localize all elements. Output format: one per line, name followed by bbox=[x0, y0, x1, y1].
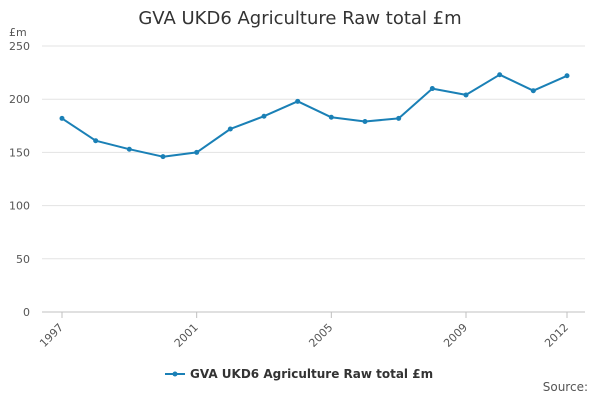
data-point[interactable] bbox=[564, 73, 570, 79]
x-tick-label: 2001 bbox=[172, 321, 201, 350]
y-tick-label: 100 bbox=[9, 200, 30, 213]
data-point[interactable] bbox=[362, 119, 368, 125]
data-point[interactable] bbox=[328, 114, 334, 120]
chart-title: GVA UKD6 Agriculture Raw total £m bbox=[138, 8, 462, 29]
data-point[interactable] bbox=[93, 138, 99, 144]
legend-label: GVA UKD6 Agriculture Raw total £m bbox=[190, 367, 433, 381]
series-group bbox=[59, 72, 570, 160]
data-point[interactable] bbox=[497, 72, 503, 78]
y-tick-label: 0 bbox=[23, 306, 30, 319]
x-tick-label: 1997 bbox=[37, 321, 66, 350]
x-tick-label: 2005 bbox=[306, 321, 335, 350]
y-tick-label: 200 bbox=[9, 93, 30, 106]
legend-swatch-marker bbox=[172, 371, 178, 377]
x-tick-label: 2009 bbox=[441, 321, 470, 350]
data-point[interactable] bbox=[295, 98, 301, 104]
gridlines bbox=[42, 45, 585, 313]
data-point[interactable] bbox=[429, 86, 435, 92]
legend[interactable]: GVA UKD6 Agriculture Raw total £m bbox=[165, 367, 433, 381]
y-tick-label: 250 bbox=[9, 40, 30, 53]
y-tick-label: 150 bbox=[9, 146, 30, 159]
data-point[interactable] bbox=[396, 115, 402, 121]
y-axis-ticks: 0 50 100 150 200 250 bbox=[9, 40, 30, 319]
data-point[interactable] bbox=[59, 115, 65, 121]
y-tick-label: 50 bbox=[16, 253, 30, 266]
data-point[interactable] bbox=[463, 92, 469, 98]
data-point[interactable] bbox=[227, 126, 233, 132]
series-line[interactable] bbox=[61, 73, 568, 158]
x-axis: 1997 2001 2005 2009 2012 bbox=[37, 312, 571, 350]
x-tick-label: 2012 bbox=[542, 321, 571, 350]
y-axis-label: £m bbox=[9, 26, 27, 39]
data-point[interactable] bbox=[530, 88, 536, 94]
data-point[interactable] bbox=[261, 113, 267, 119]
source-label: Source: bbox=[542, 380, 588, 394]
data-point[interactable] bbox=[160, 154, 166, 160]
data-point[interactable] bbox=[194, 149, 200, 155]
data-point[interactable] bbox=[126, 146, 132, 152]
